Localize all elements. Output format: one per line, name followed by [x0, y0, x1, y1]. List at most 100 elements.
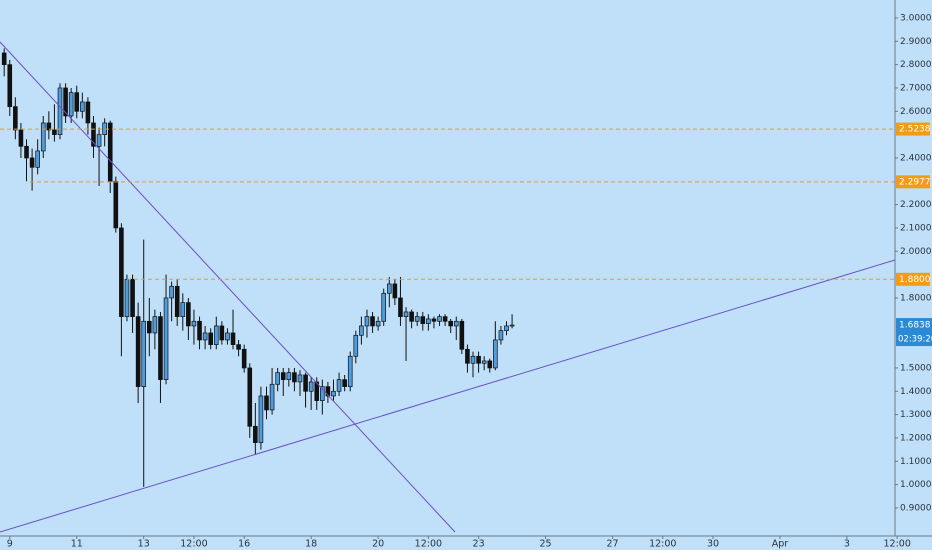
- candle-body: [186, 302, 191, 327]
- candle-body: [91, 122, 96, 147]
- candle-body: [80, 101, 85, 112]
- candle-body: [124, 278, 130, 317]
- candle-body: [225, 332, 230, 341]
- candle-body: [18, 129, 24, 147]
- candle-body: [7, 64, 13, 107]
- candle-body: [392, 283, 398, 299]
- candle-body: [174, 285, 180, 317]
- candle-body: [180, 302, 186, 317]
- candle-body: [63, 87, 68, 117]
- candle-body: [85, 101, 91, 124]
- candle-body: [426, 318, 431, 324]
- y-tick-label: 2.2000: [900, 200, 932, 210]
- x-tick-label: 9: [7, 539, 13, 550]
- candle-body: [498, 330, 504, 341]
- x-tick-label: 23: [473, 539, 485, 550]
- candle-body: [1, 52, 7, 65]
- candle-body: [258, 395, 264, 443]
- candle-body: [375, 320, 381, 327]
- y-tick-label: 2.8000: [900, 60, 932, 70]
- last-price-box: [896, 318, 932, 347]
- candle-body: [303, 374, 308, 392]
- x-tick-label: 27: [606, 539, 618, 550]
- candle-body: [470, 355, 476, 364]
- candle-body: [314, 381, 320, 401]
- candle-body: [442, 316, 448, 322]
- candle-body: [236, 344, 241, 350]
- x-tick-label: 30: [707, 539, 719, 550]
- candle-body: [96, 134, 102, 147]
- x-tick-label: 12:00: [180, 539, 207, 550]
- x-tick-label: 20: [372, 539, 384, 550]
- candle-body: [504, 325, 509, 331]
- candle-body: [152, 316, 158, 334]
- candle-body: [163, 297, 169, 380]
- candle-body: [453, 320, 459, 327]
- level-label-box: [896, 122, 930, 136]
- candle-body: [130, 278, 135, 317]
- y-tick-label: 1.2000: [900, 433, 932, 443]
- y-tick-label: 1.4000: [900, 387, 932, 397]
- candle-body: [202, 332, 208, 341]
- candle-body: [297, 374, 303, 383]
- level-label-box: [896, 272, 930, 286]
- last-price-label: 1.6838: [899, 321, 931, 331]
- candle-body: [342, 379, 347, 387]
- candle-body: [113, 180, 119, 229]
- candle-body: [370, 316, 375, 327]
- candle-body: [219, 325, 225, 341]
- y-tick-label: 1.0000: [900, 480, 932, 490]
- candle-body: [353, 334, 359, 357]
- y-tick-label: 2.1000: [900, 223, 932, 233]
- candle-body: [331, 390, 336, 397]
- candle-body: [52, 129, 57, 135]
- candle-body: [398, 297, 403, 317]
- candle-body: [465, 348, 470, 364]
- y-tick-label: 2.9000: [900, 37, 932, 47]
- candle-body: [403, 311, 409, 317]
- candle-body: [13, 106, 18, 131]
- candle-body: [292, 372, 297, 383]
- candle-body: [197, 320, 202, 341]
- candle-body: [146, 320, 152, 334]
- candle-body: [247, 367, 253, 427]
- x-tick-label: 12:00: [415, 539, 442, 550]
- candle-body: [213, 325, 219, 345]
- x-tick-label: 12:00: [649, 539, 676, 550]
- candle-body: [347, 355, 353, 387]
- candle-body: [386, 283, 392, 294]
- candle-body: [269, 383, 275, 411]
- candle-body: [275, 372, 280, 385]
- candle-body: [169, 285, 174, 299]
- candle-body: [409, 311, 414, 322]
- candle-body: [336, 379, 342, 392]
- candle-body: [264, 395, 269, 411]
- countdown: 02:39:20: [898, 335, 932, 345]
- y-tick-label: 1.3000: [900, 410, 932, 420]
- x-tick-label: 13: [138, 539, 150, 550]
- candle-body: [57, 87, 63, 135]
- y-tick-label: 1.5000: [900, 363, 932, 373]
- x-tick-label: 25: [540, 539, 552, 550]
- candle-body: [158, 316, 163, 380]
- levels: [0, 128, 895, 280]
- candle-body: [476, 355, 481, 364]
- candle-body: [141, 320, 147, 387]
- x-tick-label: 18: [305, 539, 317, 550]
- candle-body: [493, 339, 498, 369]
- candle-body: [431, 318, 437, 322]
- plot-area: [1, 48, 515, 487]
- trend-line: [0, 41, 456, 533]
- candle-body: [320, 386, 325, 401]
- candle-body: [509, 324, 515, 327]
- candle-body: [107, 122, 113, 182]
- candle-body: [35, 150, 40, 168]
- level-label: 1.8800: [899, 275, 931, 285]
- candle-body: [420, 316, 426, 324]
- x-tick-label: 16: [238, 539, 250, 550]
- y-tick-label: 2.6000: [900, 107, 932, 117]
- y-tick-label: 2.4000: [900, 153, 932, 163]
- candle-body: [191, 320, 197, 327]
